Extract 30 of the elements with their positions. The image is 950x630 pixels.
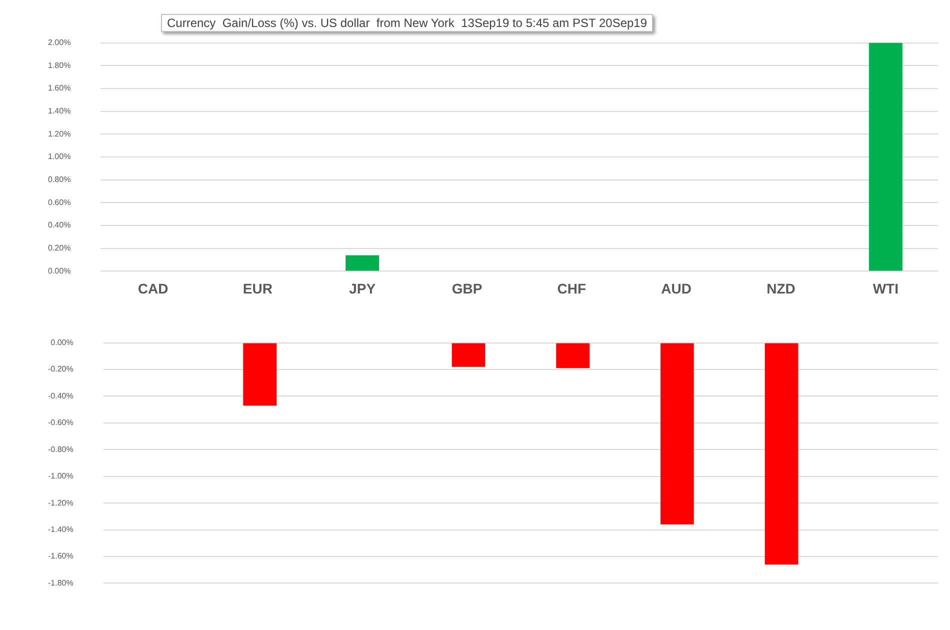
x-tick-label: EUR bbox=[242, 280, 272, 296]
y-tick-label: -0.40% bbox=[48, 391, 74, 400]
y-tick-label: 1.00% bbox=[48, 152, 71, 162]
y-tick-label: 2.00% bbox=[48, 38, 71, 48]
y-tick-label: 1.80% bbox=[48, 60, 71, 70]
y-tick-label: 0.20% bbox=[48, 244, 71, 253]
y-tick-label: -0.80% bbox=[48, 444, 74, 454]
y-tick-label: 1.20% bbox=[48, 129, 71, 138]
x-tick-label: NZD bbox=[766, 280, 796, 296]
y-tick-label: 1.60% bbox=[48, 84, 71, 93]
y-tick-label: 1.40% bbox=[48, 106, 71, 116]
y-tick-label: -1.40% bbox=[48, 524, 74, 534]
y-tick-label: 0.40% bbox=[48, 220, 71, 230]
y-tick-label: -0.60% bbox=[48, 418, 74, 428]
x-tick-label: WTI bbox=[872, 280, 898, 296]
y-tick-label: -1.60% bbox=[48, 552, 74, 561]
y-tick-label: -1.80% bbox=[48, 578, 74, 588]
x-tick-label: JPY bbox=[349, 280, 376, 296]
y-tick-label: 0.00% bbox=[50, 338, 74, 348]
y-tick-label: -1.20% bbox=[48, 498, 74, 508]
x-tick-label: CHF bbox=[557, 280, 587, 296]
y-tick-label: -0.20% bbox=[48, 364, 74, 374]
y-tick-label: -1.00% bbox=[48, 472, 74, 481]
x-tick-label: CAD bbox=[138, 280, 168, 296]
x-tick-label: AUD bbox=[661, 280, 692, 296]
y-tick-label: 0.80% bbox=[48, 175, 71, 184]
y-tick-label: 0.60% bbox=[48, 198, 71, 207]
x-tick-label: GBP bbox=[452, 280, 482, 296]
chart-title: Currency Gain/Loss (%) vs. US dollar from New York 13Sep19 to 5:45 am PST 20Sep19 bbox=[161, 14, 654, 32]
y-tick-label: 0.00% bbox=[48, 266, 71, 276]
